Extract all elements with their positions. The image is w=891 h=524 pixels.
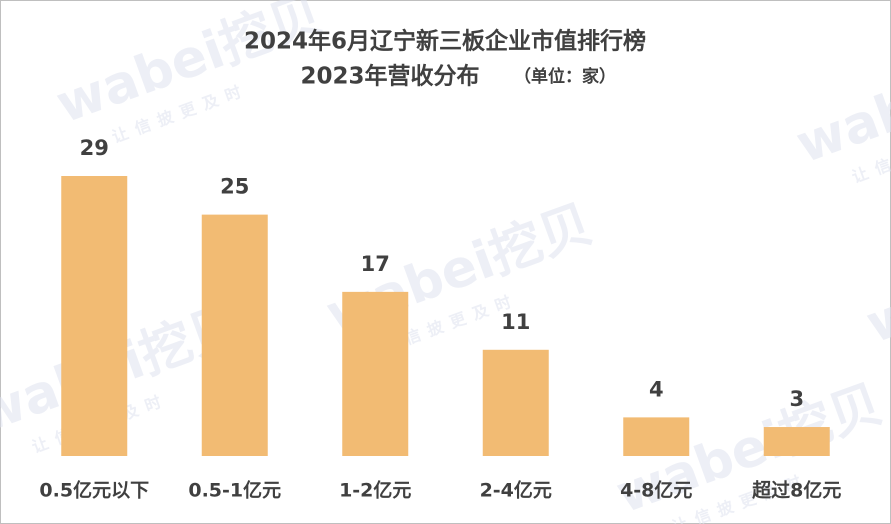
value-label: 29 [80, 136, 109, 160]
chart-title: 2024年6月辽宁新三板企业市值排行榜 [244, 28, 646, 55]
x-tick-label: 0.5-1亿元 [188, 479, 281, 502]
bar [763, 427, 830, 456]
value-label: 11 [501, 310, 530, 334]
bar [61, 176, 128, 456]
value-label: 3 [789, 387, 804, 411]
bar [623, 417, 690, 456]
value-label: 4 [649, 377, 664, 401]
value-label: 25 [220, 175, 249, 199]
bar [482, 349, 549, 456]
bar [342, 291, 409, 456]
chart-subtitle: 2023年营收分布 [300, 63, 479, 90]
value-label: 17 [361, 252, 390, 276]
x-tick-label: 0.5亿元以下 [39, 479, 149, 502]
x-tick-label: 超过8亿元 [751, 479, 841, 502]
x-tick-label: 2-4亿元 [480, 479, 552, 502]
x-tick-label: 4-8亿元 [620, 479, 692, 502]
unit-note: （单位：家） [514, 66, 616, 87]
bar [201, 214, 268, 456]
x-tick-label: 1-2亿元 [339, 479, 411, 502]
